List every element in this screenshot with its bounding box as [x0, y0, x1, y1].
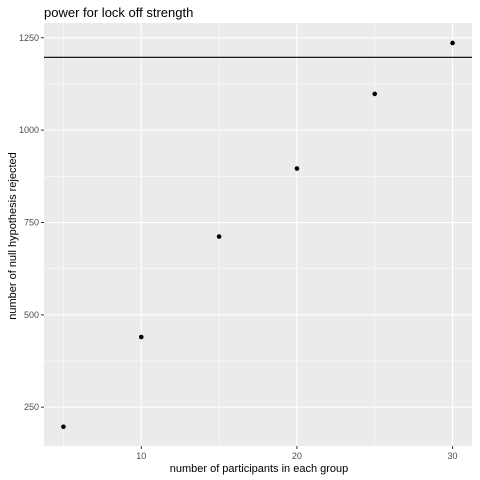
major-gridlines [44, 23, 472, 446]
plot-panel [44, 23, 472, 446]
chart-title: power for lock off strength [44, 5, 193, 20]
x-axis-title: number of participants in each group [170, 463, 349, 475]
y-tick-label: 1000 [19, 125, 39, 135]
data-point [216, 234, 222, 239]
y-tick-label: 750 [24, 217, 39, 227]
data-point [138, 334, 144, 340]
y-axis-title: number of null hypothesis rejected [7, 152, 19, 320]
x-axis-ticks: 10 20 30 [136, 446, 458, 461]
y-axis-ticks: 250 500 750 1000 1250 [19, 33, 44, 412]
y-tick-label: 1250 [19, 33, 39, 43]
x-tick-label: 20 [292, 451, 302, 461]
x-tick-label: 30 [448, 451, 458, 461]
y-tick-label: 500 [24, 310, 39, 320]
x-tick-label: 10 [136, 451, 146, 461]
data-points [61, 40, 455, 430]
y-tick-label: 250 [24, 402, 39, 412]
data-point [372, 91, 378, 97]
data-point [294, 166, 300, 171]
data-point [450, 40, 455, 46]
data-point [61, 424, 66, 430]
